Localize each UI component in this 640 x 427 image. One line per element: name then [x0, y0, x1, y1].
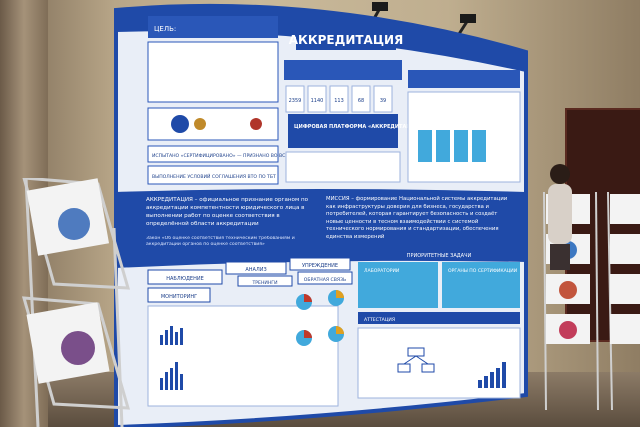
bar-chart-graphic — [160, 326, 183, 390]
platform-label: ЦИФРОВАЯ ПЛАТФОРМА «АККРЕДИТАЦИЯ» — [294, 124, 422, 130]
pie-chart-graphics — [296, 290, 344, 346]
warning-label: УПРЕЖДЕНИЕ — [302, 263, 338, 269]
brochure-rack-right — [543, 191, 640, 410]
stat-value: 2359 — [289, 98, 302, 104]
labs-label: ЛАБОРАТОРИИ — [364, 268, 399, 274]
accreditation-definition: АККРЕДИТАЦИЯ – официальное признание орг… — [146, 197, 309, 227]
person-silhouette — [548, 164, 572, 270]
observation-label: НАБЛЮДЕНИЕ — [166, 276, 204, 282]
feedback-label: ОБРАТНАЯ СВЯЗЬ — [304, 277, 346, 283]
attestation-label: АТТЕСТАЦИЯ — [364, 317, 395, 323]
mission-text: МИССИЯ – формирование Национальной систе… — [326, 196, 508, 240]
agreement-note: ВЫПОЛНЕНИЕ УСЛОВИЙ СОГЛАШЕНИЯ ВТО ПО ТБТ — [152, 173, 276, 180]
goal-label: ЦЕЛЬ: — [154, 25, 176, 33]
growth-bars-graphic — [478, 362, 506, 388]
analysis-label: АНАЛИЗ — [245, 267, 266, 273]
training-label: ТРЕНИНГИ — [251, 280, 277, 286]
stat-value: 39 — [380, 98, 386, 104]
iaf-logo-icon — [171, 115, 189, 133]
accreditation-banner: АККРЕДИТАЦИЯ ЦЕЛЬ: ИСПЫТАНО «СЕРТИФИЦИРО… — [108, 0, 528, 427]
monitoring-label: МОНИТОРИНГ — [161, 294, 197, 300]
stat-value: 68 — [358, 98, 364, 104]
stat-value: 1140 — [311, 98, 324, 104]
emblem-icon — [194, 118, 206, 130]
emblem-icon-2 — [250, 118, 262, 130]
law-text: Закон «Об оценке соответствия технически… — [146, 236, 295, 247]
orgs-certification-label: ОРГАНЫ ПО СЕРТИФИКАЦИИ — [448, 268, 517, 274]
org-structure-graphic — [397, 347, 435, 373]
testing-note: ИСПЫТАНО «СЕРТИФИЦИРОВАНО» — ПРИЗНАНО ВО… — [152, 152, 292, 159]
stats-row: 2359 1140 113 68 39 — [285, 85, 393, 113]
header-title: АККРЕДИТАЦИЯ — [289, 33, 404, 47]
stat-value: 113 — [334, 98, 344, 104]
priority-tasks-header: ПРИОРИТЕТНЫЕ ЗАДАЧИ — [407, 253, 472, 259]
brochure-rack-left — [21, 178, 131, 427]
